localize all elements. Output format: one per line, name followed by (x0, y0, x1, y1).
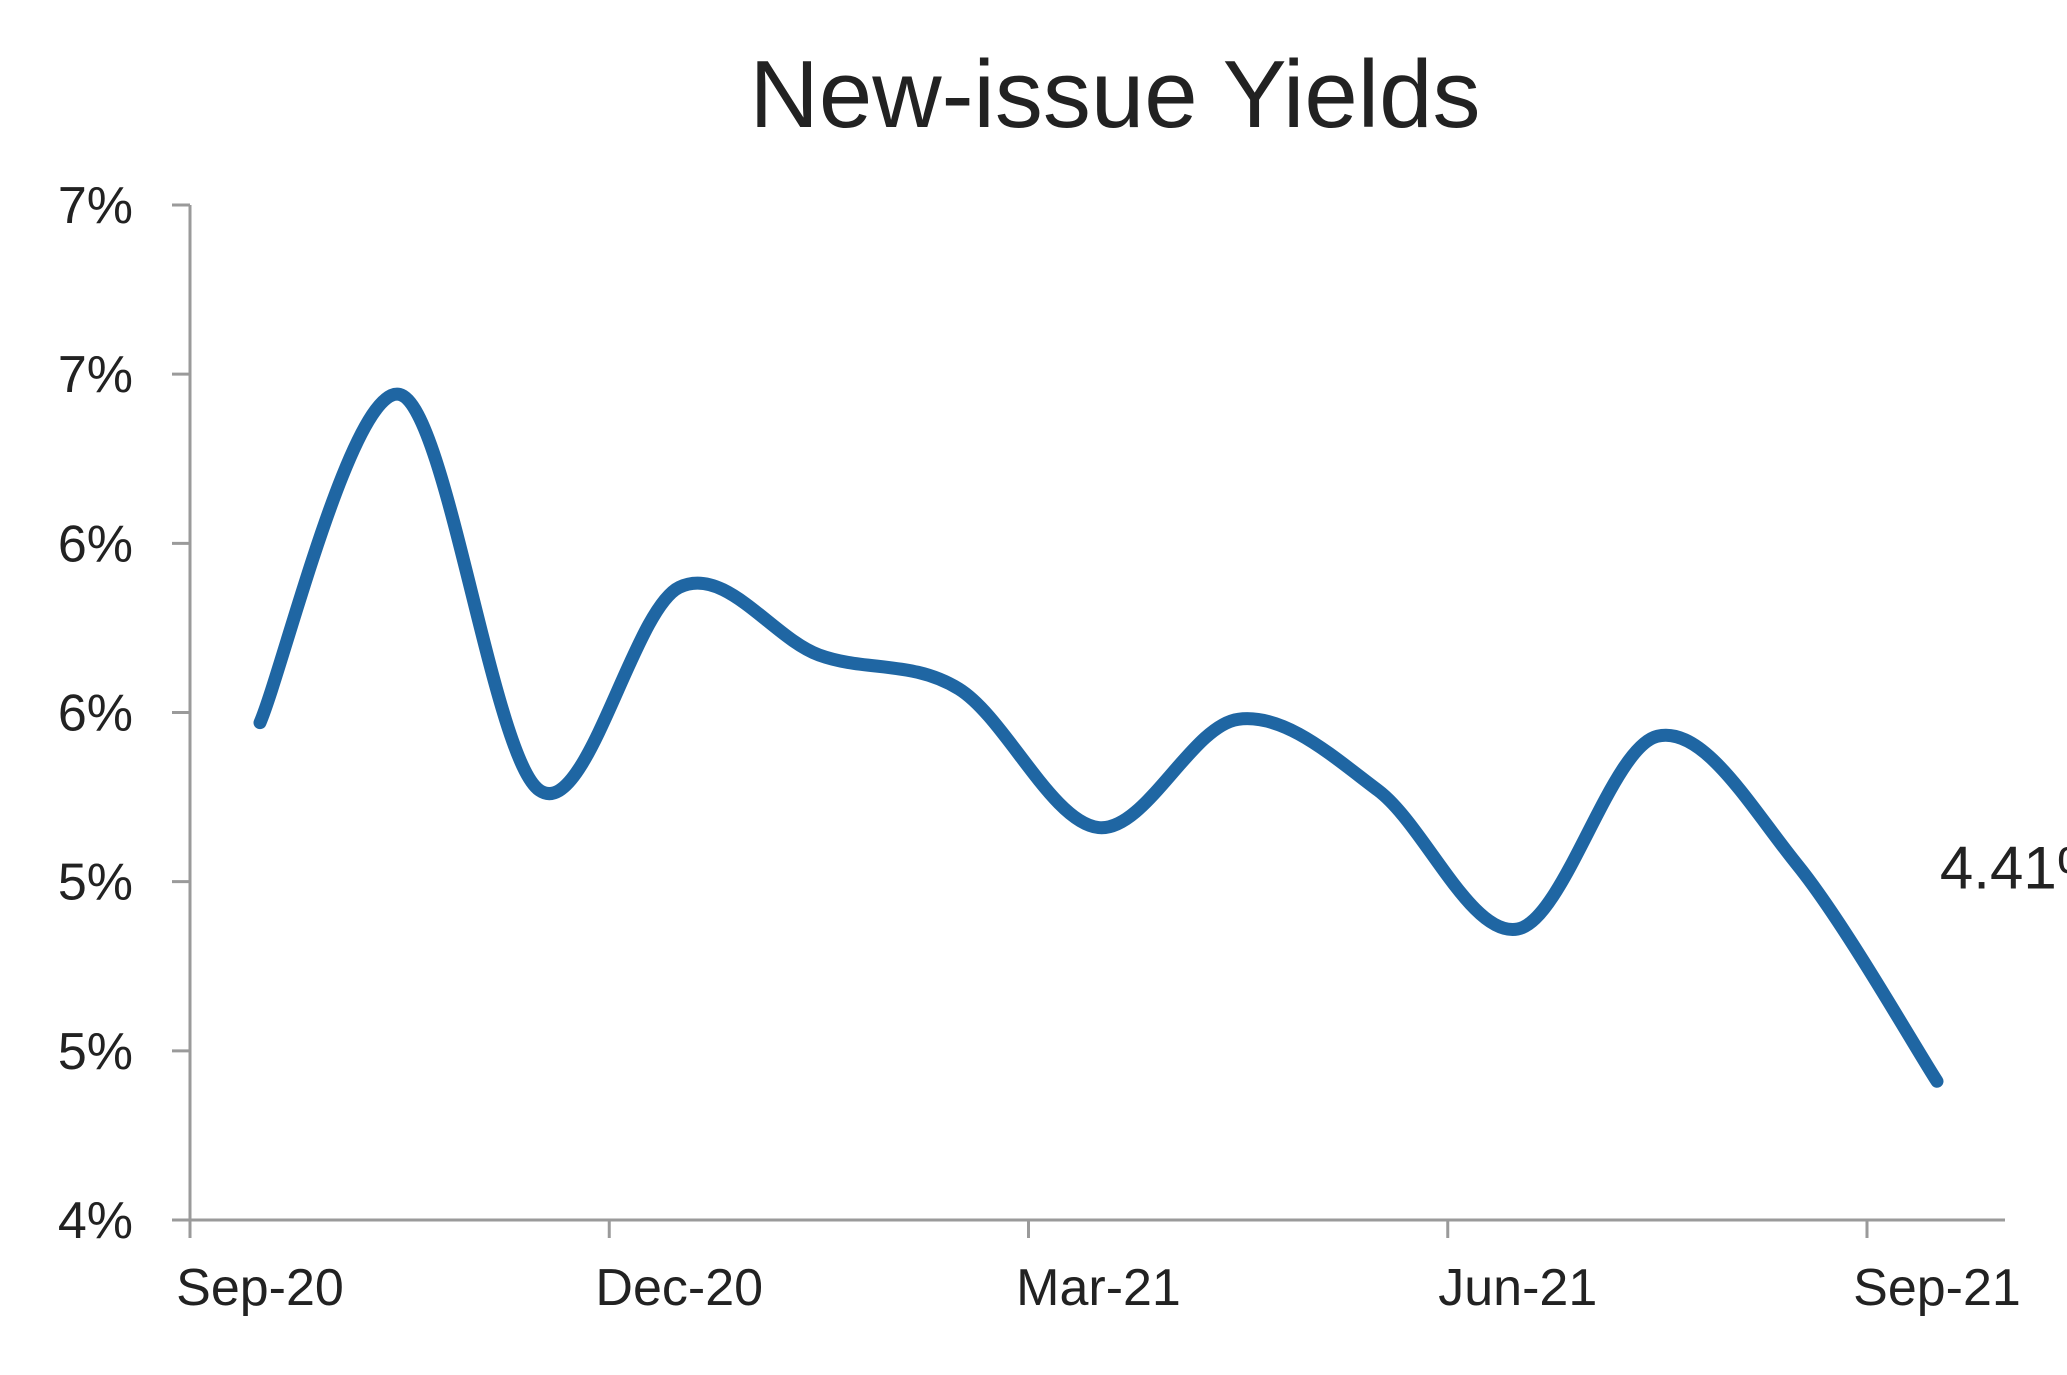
x-tick-label: Sep-20 (176, 1259, 344, 1317)
chart-title: New-issue Yields (750, 41, 1481, 148)
x-tick-label: Dec-20 (595, 1259, 763, 1317)
y-tick-label: 4% (58, 1192, 133, 1250)
y-tick-label: 5% (58, 854, 133, 912)
y-axis-ticks: 4% 5% 5% 6% 6% 7% 7% (58, 177, 190, 1250)
y-tick-label: 7% (58, 177, 133, 235)
y-tick-label: 5% (58, 1023, 133, 1081)
x-axis-ticks: Sep-20 Dec-20 Mar-21 Jun-21 Sep-21 (176, 1220, 2021, 1317)
x-tick-label: Mar-21 (1016, 1259, 1181, 1317)
y-tick-label: 6% (58, 515, 133, 573)
y-tick-label: 6% (58, 685, 133, 743)
x-tick-label: Jun-21 (1438, 1259, 1597, 1317)
x-tick-label: Sep-21 (1853, 1259, 2021, 1317)
series-line-0 (253, 387, 1944, 1088)
data-label: 4.41% (1940, 834, 2067, 901)
series-layer (253, 387, 1944, 1088)
annotation-layer: 4.41% (1940, 834, 2067, 901)
y-tick-label: 7% (58, 346, 133, 404)
